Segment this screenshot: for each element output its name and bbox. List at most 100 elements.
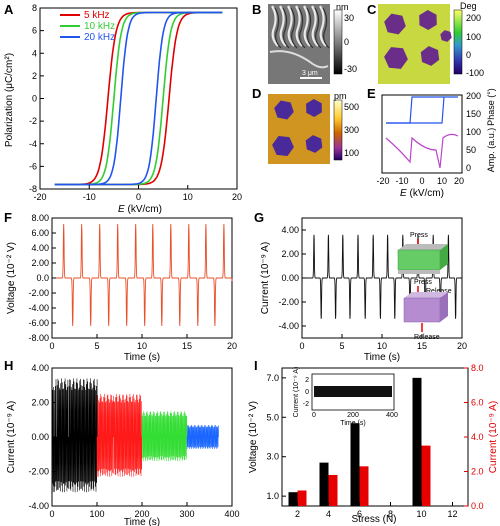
x-tick-label: 2 [295, 509, 300, 519]
y-tick-label: 4 [32, 48, 37, 58]
press-label: Press [410, 232, 428, 239]
y-tick-label: -6 [29, 161, 37, 171]
topography-stripe [287, 5, 295, 47]
panel-c-cbar-tick: -100 [466, 68, 484, 78]
x-tick-label: 100 [89, 509, 104, 519]
inset-xtick: 400 [386, 412, 398, 419]
x-tick-label: 10 [183, 192, 193, 202]
y-tick-label: 3.0 [266, 452, 279, 462]
x-tick-label: 12 [447, 509, 457, 519]
amplitude-domain [274, 100, 294, 120]
current-bar [359, 466, 369, 506]
topography-stripe-shadow [298, 7, 306, 49]
panel-b-cbar-tick: 0 [344, 37, 349, 47]
panel-e-ytick: 0 [466, 163, 471, 173]
panel-i-bars [288, 377, 431, 506]
y-tick-label: -2 [29, 116, 37, 126]
y-tick-label: 6 [32, 26, 37, 36]
panel-g: G 0 5 10 15 20 4.00 2.00 0.00 -2.00 -4.00 Press P… [254, 210, 467, 363]
panel-c-cbar-unit: Deg [460, 1, 477, 11]
amplitude-hexagon-domains [268, 94, 330, 164]
panel-f-ylabel: Voltage (10⁻² V) [6, 242, 17, 314]
scale-bar-label: 3 μm [302, 70, 318, 77]
panel-e-ylabel-left: Amp. (a.u.) [486, 128, 496, 173]
amplitude-butterfly-loop [385, 133, 459, 169]
y-tick-label: -8 [29, 184, 37, 194]
amplitude-domain [306, 99, 322, 117]
x-tick-label: 0 [49, 341, 54, 351]
y-right-tick-label: 8.0 [471, 363, 484, 373]
panel-c: C Deg 200 100 0 -100 [367, 1, 484, 84]
topography-stripe [271, 5, 279, 47]
panel-b-colorbar [333, 9, 343, 75]
panel-c-colorbar [453, 9, 463, 75]
topography-stripe [319, 5, 327, 47]
y-tick-label: -4.00 [28, 501, 49, 511]
x-tick-label: 15 [417, 341, 427, 351]
panel-d-cbar-tick: 300 [344, 125, 359, 135]
panel-d-cbar-tick: 500 [344, 102, 359, 112]
hysteresis-branch-down [54, 11, 223, 186]
y-tick-label: 6.00 [31, 228, 49, 238]
press-label-2: Press [414, 279, 432, 286]
panel-h-ticks: 0 100 200 300 400 4.00 2.00 0.00 -2.00 -4.00 [28, 363, 239, 519]
topography-stripe-shadow [314, 7, 322, 49]
amplitude-domain [272, 136, 294, 156]
x-tick-label: -10 [83, 192, 96, 202]
panel-f-ticks: 0 5 10 15 20 8.00 6.00 4.00 2.00 0.0 -2.00 -4.00 -6.… [28, 213, 237, 351]
inset-ytick: 0 [305, 389, 309, 396]
panel-i-xlabel: Stress (N) [352, 514, 397, 525]
panel-b-cbar-unit: nm [336, 2, 349, 12]
panel-h-ylabel: Current (10⁻⁹ A) [6, 401, 17, 473]
panel-e-label: E [367, 86, 376, 101]
purple-device [403, 297, 441, 323]
x-tick-label: 15 [182, 341, 192, 351]
panel-e-xtick: 0 [419, 176, 424, 186]
x-tick-label: 10 [137, 341, 147, 351]
panel-d-colorbar [333, 99, 343, 161]
panel-a-xlabel: E (kV/cm) [118, 204, 162, 215]
panel-g-ylabel: Current (10⁻⁹ A) [260, 242, 271, 314]
x-tick-label: 400 [224, 509, 239, 519]
panel-e-xlabel: E (kV/cm) [400, 188, 444, 199]
panel-c-cbar-tick: 200 [466, 13, 481, 23]
hysteresis-branch-down [54, 11, 223, 186]
x-tick-label: 200 [134, 509, 149, 519]
y-tick-label: 4.00 [31, 363, 49, 373]
inset-xtick: 0 [312, 412, 316, 419]
pfm-phase-image [378, 4, 450, 84]
panel-i: I 2 4 6 8 10 12 7.0 5.0 3.0 1.0 8.0 6.0 4.0 2.0 0.0 2 … [248, 358, 499, 525]
panel-h-xlabel: Time (s) [124, 517, 160, 526]
y-tick-label: 5.0 [266, 412, 279, 422]
panel-e-xtick: 20 [454, 176, 464, 186]
green-device [397, 249, 441, 271]
hysteresis-branch-up [54, 11, 223, 186]
panel-c-cbar-tick: 0 [466, 50, 471, 60]
panel-d: D pm 500 300 100 [252, 86, 359, 164]
y-tick-label: 1.0 [266, 491, 279, 501]
panel-d-cbar-unit: pm [334, 91, 347, 101]
y-tick-label: -8.00 [28, 333, 49, 343]
legend-5khz: 5 kHz [84, 10, 110, 21]
y-tick-label: 2.00 [31, 258, 49, 268]
current-segment [96, 393, 143, 477]
y-tick-label: -2.00 [278, 297, 299, 307]
panel-e-axes [381, 94, 463, 174]
y-tick-label: 2.00 [31, 398, 49, 408]
panel-d-label: D [252, 86, 261, 101]
voltage-bar [412, 377, 422, 506]
panel-i-ylabel-left: Voltage (10⁻² V) [248, 401, 259, 473]
y-tick-label: -2.00 [28, 467, 49, 477]
inset-ylabel: Current (10⁻⁹ A) [293, 367, 300, 418]
panel-b-cbar-tick: 30 [344, 13, 354, 23]
multi-stress-current-signal [51, 378, 219, 493]
amplitude-domain [305, 135, 323, 153]
panel-e-ytick: 150 [466, 109, 481, 119]
x-tick-label: 4 [326, 509, 331, 519]
panel-f-xlabel: Time (s) [124, 352, 160, 363]
topography-stripe-shadow [282, 7, 290, 49]
topography-stripe-shadow [306, 7, 314, 49]
panel-g-label: G [254, 210, 264, 225]
y-right-tick-label: 2.0 [471, 467, 484, 477]
